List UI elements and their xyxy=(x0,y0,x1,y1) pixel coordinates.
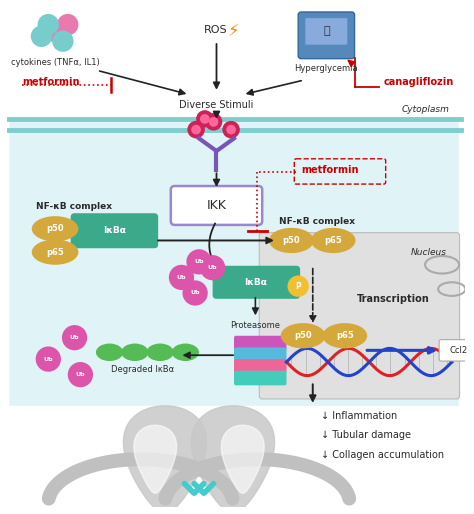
Text: IKK: IKK xyxy=(207,199,227,212)
Circle shape xyxy=(169,265,194,290)
FancyBboxPatch shape xyxy=(9,119,459,406)
Text: Diverse Stimuli: Diverse Stimuli xyxy=(179,100,254,111)
Ellipse shape xyxy=(281,323,325,348)
Text: metformin: metformin xyxy=(301,164,359,175)
Circle shape xyxy=(45,21,66,42)
Text: Cytoplasm: Cytoplasm xyxy=(402,105,450,114)
Text: p65: p65 xyxy=(324,236,342,245)
Text: p65: p65 xyxy=(46,248,64,256)
Text: ⚡: ⚡ xyxy=(227,22,239,40)
Text: Ub: Ub xyxy=(70,335,79,340)
Circle shape xyxy=(186,249,211,274)
FancyBboxPatch shape xyxy=(439,340,474,361)
Polygon shape xyxy=(221,425,264,493)
Text: Ub: Ub xyxy=(44,357,53,361)
Text: Ub: Ub xyxy=(194,260,204,264)
Circle shape xyxy=(62,325,87,351)
FancyBboxPatch shape xyxy=(234,347,286,362)
Ellipse shape xyxy=(32,240,78,265)
Text: p50: p50 xyxy=(283,236,300,245)
Circle shape xyxy=(52,30,73,52)
Ellipse shape xyxy=(311,228,356,253)
Text: Hyperglycemia: Hyperglycemia xyxy=(294,64,358,72)
Circle shape xyxy=(287,276,309,297)
Text: Proteasome: Proteasome xyxy=(230,321,281,330)
Polygon shape xyxy=(134,425,177,493)
FancyBboxPatch shape xyxy=(234,336,286,351)
Text: P: P xyxy=(295,282,301,291)
Text: IκBα: IκBα xyxy=(244,278,267,287)
Text: 📊: 📊 xyxy=(323,26,330,36)
Ellipse shape xyxy=(269,228,314,253)
Ellipse shape xyxy=(96,343,123,361)
FancyBboxPatch shape xyxy=(259,233,460,399)
Ellipse shape xyxy=(146,343,173,361)
Text: Ub: Ub xyxy=(191,290,200,296)
Circle shape xyxy=(182,280,208,306)
Circle shape xyxy=(196,110,214,127)
FancyBboxPatch shape xyxy=(298,12,355,59)
FancyBboxPatch shape xyxy=(171,186,262,225)
Text: IκBα: IκBα xyxy=(103,226,126,235)
Ellipse shape xyxy=(322,323,367,348)
Text: metformin: metformin xyxy=(22,77,80,87)
FancyBboxPatch shape xyxy=(305,18,348,45)
Text: cytokines (TNFα, IL1): cytokines (TNFα, IL1) xyxy=(11,58,100,67)
Circle shape xyxy=(57,14,78,35)
Text: p50: p50 xyxy=(294,331,312,340)
Circle shape xyxy=(191,125,201,135)
Text: Nucleus: Nucleus xyxy=(411,248,447,257)
Text: NF-κB complex: NF-κB complex xyxy=(279,217,355,226)
Text: ↓ Tubular damage: ↓ Tubular damage xyxy=(320,430,410,440)
Text: ROS: ROS xyxy=(204,25,228,34)
Text: Ccl2: Ccl2 xyxy=(449,346,468,355)
Text: Transcription: Transcription xyxy=(357,294,430,304)
Circle shape xyxy=(200,114,210,124)
Text: Degraded IκBα: Degraded IκBα xyxy=(111,365,174,374)
Polygon shape xyxy=(123,406,207,512)
Circle shape xyxy=(209,117,219,127)
Circle shape xyxy=(31,26,52,47)
Circle shape xyxy=(187,121,205,138)
Polygon shape xyxy=(191,406,274,512)
Circle shape xyxy=(200,255,225,280)
Circle shape xyxy=(205,113,222,131)
FancyBboxPatch shape xyxy=(234,359,286,374)
Ellipse shape xyxy=(32,216,78,242)
Circle shape xyxy=(37,14,59,35)
Circle shape xyxy=(222,121,240,138)
Circle shape xyxy=(68,362,93,387)
Circle shape xyxy=(226,125,236,135)
FancyBboxPatch shape xyxy=(234,371,286,386)
Text: p65: p65 xyxy=(336,331,354,340)
Text: Ub: Ub xyxy=(208,265,218,270)
Text: ↓ Inflammation: ↓ Inflammation xyxy=(320,411,397,420)
Ellipse shape xyxy=(172,343,199,361)
Text: ↓ Collagen accumulation: ↓ Collagen accumulation xyxy=(320,450,444,460)
FancyBboxPatch shape xyxy=(71,213,158,248)
Text: p50: p50 xyxy=(46,224,64,233)
Text: NF-κB complex: NF-κB complex xyxy=(36,201,112,211)
Circle shape xyxy=(36,346,61,372)
Text: Ub: Ub xyxy=(177,275,186,280)
Text: canagliflozin: canagliflozin xyxy=(384,77,454,87)
FancyBboxPatch shape xyxy=(213,266,300,299)
Ellipse shape xyxy=(121,343,148,361)
Text: Ub: Ub xyxy=(76,372,85,377)
